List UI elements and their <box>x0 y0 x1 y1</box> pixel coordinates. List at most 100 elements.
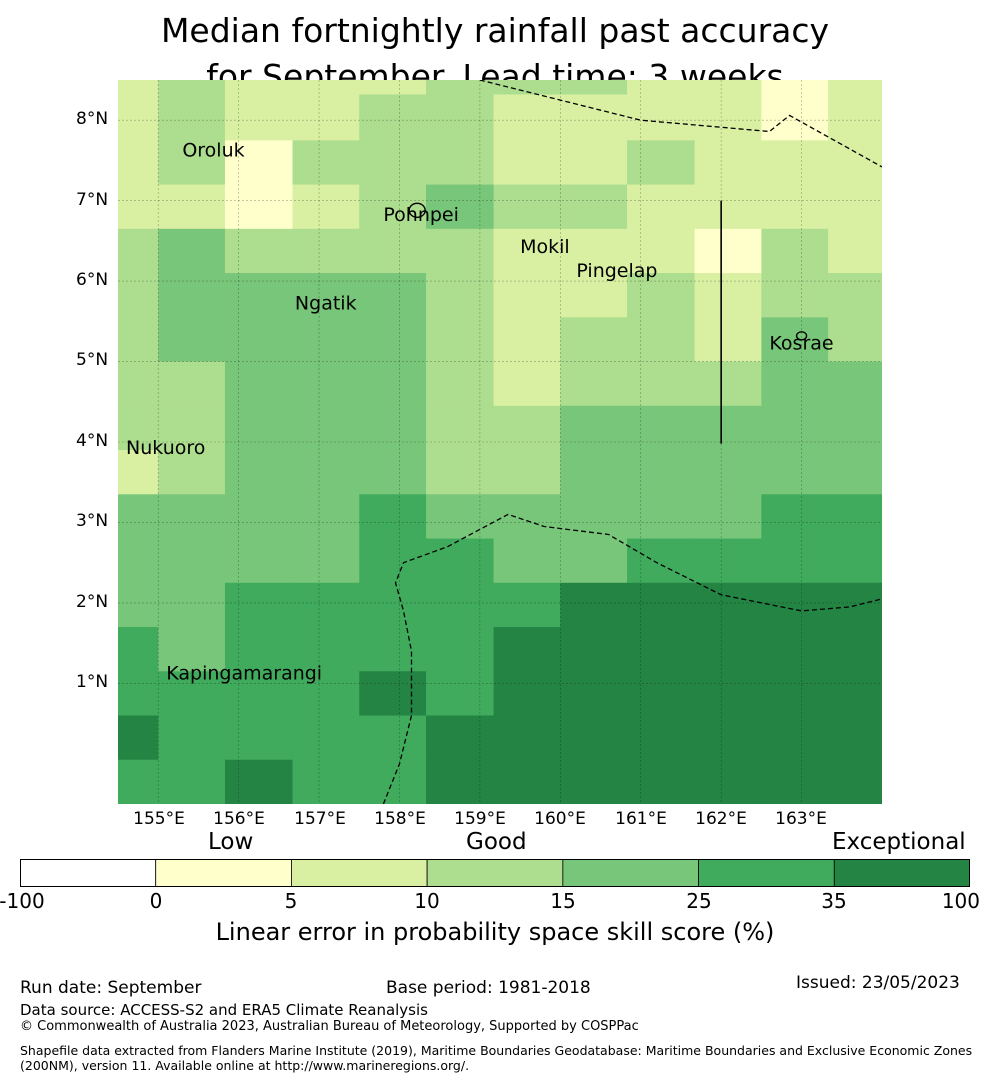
skill-cell <box>694 94 762 141</box>
skill-cell <box>627 405 696 451</box>
legend-category-low: Low <box>208 829 254 855</box>
y-tick-3n: 3°N <box>76 511 109 531</box>
skill-cell <box>627 140 696 186</box>
skill-cell <box>828 450 882 495</box>
skill-cell <box>224 228 294 274</box>
colorbar-tick: 100 <box>941 889 980 913</box>
skill-cell <box>158 494 226 540</box>
skill-cell <box>560 405 628 451</box>
colorbar-swatch <box>698 858 835 888</box>
skill-cell <box>224 715 294 761</box>
skill-cell <box>493 317 561 363</box>
skill-cell <box>158 94 226 141</box>
skill-cell <box>292 671 360 717</box>
y-tick-6n: 6°N <box>76 270 109 290</box>
skill-cell <box>761 494 829 540</box>
skill-cell <box>224 94 294 141</box>
skill-cell <box>359 671 427 717</box>
skill-cell <box>828 80 882 96</box>
skill-cell <box>292 228 360 274</box>
skill-cell <box>224 494 294 540</box>
skill-cell <box>493 94 561 141</box>
skill-cell <box>761 361 829 407</box>
skill-cell <box>560 715 628 761</box>
skill-cell <box>292 759 360 804</box>
colorbar-swatch <box>562 858 699 888</box>
skill-cell <box>761 671 829 717</box>
x-tick-159e: 159°E <box>454 809 506 829</box>
skill-cell <box>224 361 294 407</box>
x-tick-161e: 161°E <box>615 809 667 829</box>
skill-cell <box>761 317 829 363</box>
colorbar-swatch <box>155 858 292 888</box>
skill-cell <box>694 582 762 628</box>
skill-cell <box>493 759 561 804</box>
colorbar-tick: 25 <box>686 889 712 913</box>
skill-cell <box>118 228 159 274</box>
x-tick-160e: 160°E <box>534 809 586 829</box>
skill-cell <box>426 494 495 540</box>
skill-cell <box>627 582 696 628</box>
island-outline <box>795 331 808 341</box>
colorbar-tick: -100 <box>0 889 45 913</box>
colorbar-swatch <box>19 858 157 888</box>
skill-cell <box>359 494 427 540</box>
place-label: Mokil <box>520 236 570 258</box>
skill-cell <box>694 450 762 495</box>
skill-cell <box>761 140 829 186</box>
skill-cell <box>292 80 360 96</box>
skill-cell <box>158 140 226 186</box>
skill-cell <box>158 405 226 451</box>
y-tick-8n: 8°N <box>76 109 109 129</box>
skill-cell <box>828 405 882 451</box>
colorbar-tick: 5 <box>284 889 298 913</box>
colorbar-tick: 35 <box>821 889 847 913</box>
skill-cell <box>158 273 226 318</box>
skill-cell <box>828 759 882 804</box>
skill-cell <box>158 715 226 761</box>
skill-cell <box>359 80 427 96</box>
skill-cell <box>359 627 427 672</box>
skill-cell <box>426 80 495 96</box>
skill-cell <box>224 627 294 672</box>
skill-cell <box>761 450 829 495</box>
skill-cell <box>627 94 696 141</box>
place-label: Kosrae <box>769 332 833 354</box>
skill-cell <box>560 273 628 318</box>
skill-cell <box>426 184 495 230</box>
legend-category-exceptional: Exceptional <box>832 829 966 855</box>
skill-cell <box>224 140 294 186</box>
skill-cell <box>694 361 762 407</box>
skill-cell <box>118 671 159 717</box>
skill-map: Oroluk Pohnpei Mokil Pingelap Ngatik Kosrae Nu… <box>118 80 882 804</box>
skill-cell <box>359 273 427 318</box>
skill-cell <box>493 273 561 318</box>
skill-cell <box>694 759 762 804</box>
skill-cell <box>761 94 829 141</box>
skill-cell <box>493 80 561 96</box>
skill-cell <box>694 538 762 584</box>
skill-cell <box>493 405 561 451</box>
colorbar-swatches <box>19 858 971 888</box>
place-label: Pohnpei <box>383 204 459 226</box>
skill-cell <box>118 450 159 495</box>
skill-cell <box>560 228 628 274</box>
place-label: Kapingamarangi <box>166 662 322 684</box>
skill-cell <box>224 184 294 230</box>
skill-cell <box>694 80 762 96</box>
skill-cell <box>359 405 427 451</box>
skill-cell <box>359 184 427 230</box>
colorbar <box>19 858 971 888</box>
skill-cell <box>118 715 159 761</box>
y-tick-1n: 1°N <box>76 672 109 692</box>
skill-cell <box>118 361 159 407</box>
skill-cell <box>627 317 696 363</box>
skill-cell <box>359 228 427 274</box>
skill-cell <box>694 405 762 451</box>
skill-cell <box>292 317 360 363</box>
skill-cell <box>493 361 561 407</box>
skill-cell <box>118 94 159 141</box>
skill-cell <box>158 317 226 363</box>
skill-cell <box>694 627 762 672</box>
colorbar-swatch <box>291 858 428 888</box>
